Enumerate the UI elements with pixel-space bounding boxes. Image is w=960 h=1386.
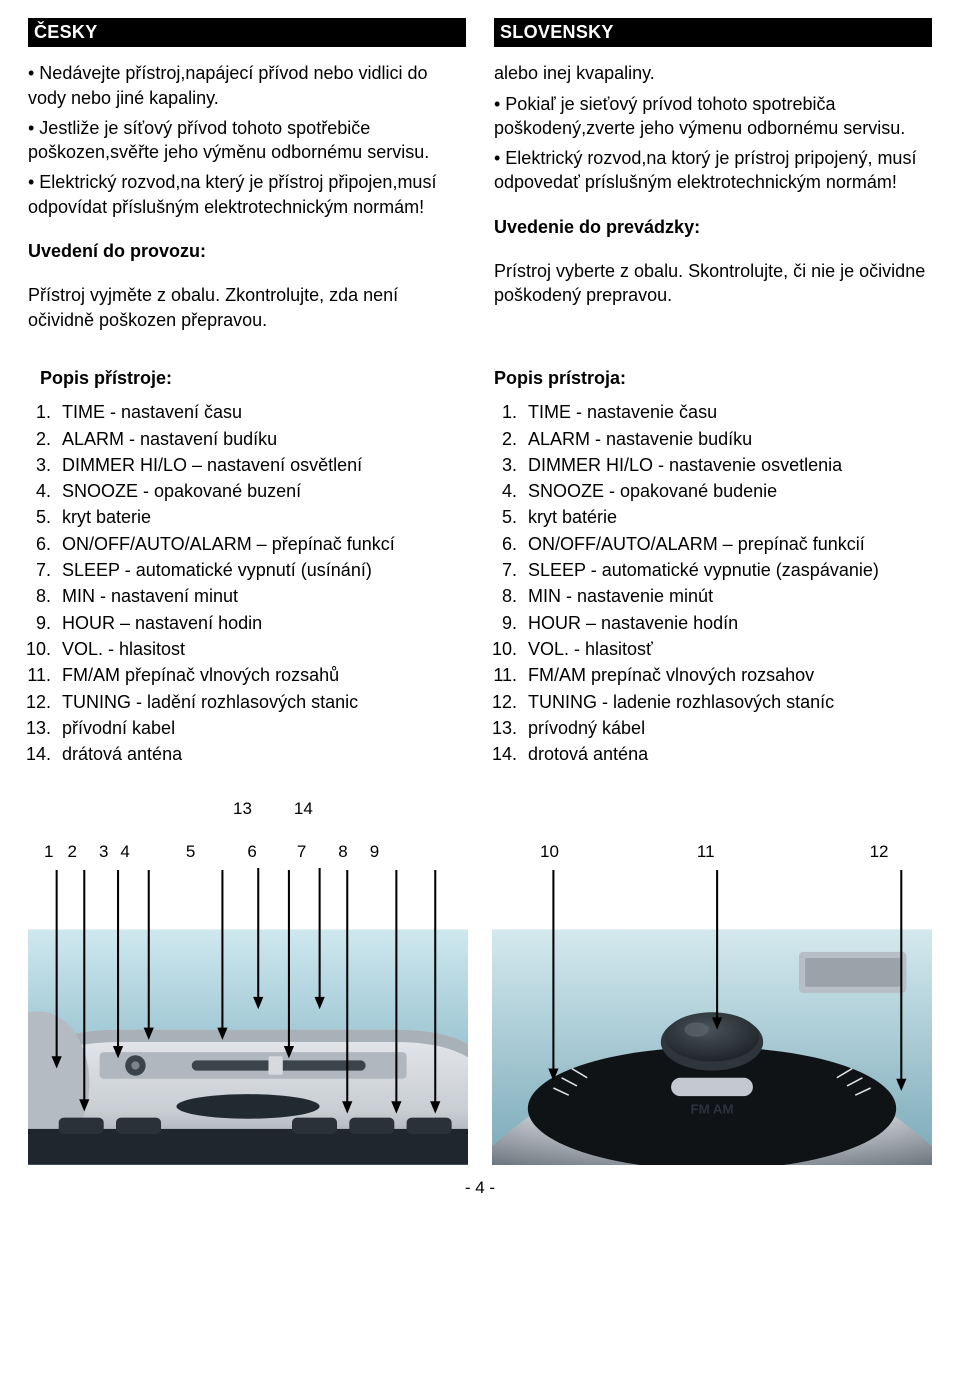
- left-bullet-3: • Elektrický rozvod,na který je přístroj…: [28, 170, 466, 219]
- lang-header-left: ČESKY: [28, 18, 466, 47]
- left-list-col: Popis přístroje: TIME - nastavení času A…: [28, 366, 466, 768]
- left-bullet-1: • Nedávejte přístroj,napájecí přívod neb…: [28, 61, 466, 110]
- left-diagram: [28, 868, 468, 1165]
- left-diagram-col: 13 14 1 2 3 4 5 6 7 8: [28, 798, 468, 1165]
- list-item: DIMMER HI/LO – nastavení osvětlení: [56, 453, 466, 477]
- diagram-num: 6: [247, 841, 256, 864]
- list-item: MIN - nastavenie minút: [522, 584, 932, 608]
- list-item: VOL. - hlasitosť: [522, 637, 932, 661]
- right-list-col: Popis prístroja: TIME - nastavenie času …: [494, 366, 932, 768]
- left-setup-text: Přístroj vyjměte z obalu. Zkontrolujte, …: [28, 283, 466, 332]
- diagram-num: 12: [870, 841, 889, 864]
- right-diagram-col: 10 11 12: [492, 841, 932, 1165]
- right-bullet-1: alebo inej kvapaliny.: [494, 61, 932, 85]
- right-bullet-2: • Pokiaľ je sieťový prívod tohoto spotre…: [494, 92, 932, 141]
- list-item: ON/OFF/AUTO/ALARM – prepínač funkcií: [522, 532, 932, 556]
- right-setup-text: Prístroj vyberte z obalu. Skontrolujte, …: [494, 259, 932, 308]
- list-item: prívodný kábel: [522, 716, 932, 740]
- list-item: TIME - nastavenie času: [522, 400, 932, 424]
- right-column: SLOVENSKY alebo inej kvapaliny. • Pokiaľ…: [494, 18, 932, 338]
- left-list: TIME - nastavení času ALARM - nastavení …: [34, 400, 466, 766]
- list-item: přívodní kabel: [56, 716, 466, 740]
- list-item: FM/AM přepínač vlnových rozsahů: [56, 663, 466, 687]
- list-item: TIME - nastavení času: [56, 400, 466, 424]
- list-item: kryt baterie: [56, 505, 466, 529]
- diagram-num: 5: [186, 841, 195, 864]
- left-list-title: Popis přístroje:: [40, 366, 466, 390]
- left-bullet-2: • Jestliže je síťový přívod tohoto spotř…: [28, 116, 466, 165]
- list-item: MIN - nastavení minut: [56, 584, 466, 608]
- list-item: drátová anténa: [56, 742, 466, 766]
- diagram-num: 9: [370, 841, 379, 864]
- diagram-num: 8: [338, 841, 347, 864]
- diagram-num: 3: [99, 841, 108, 864]
- right-bullet-3: • Elektrický rozvod,na ktorý je prístroj…: [494, 146, 932, 195]
- diagram-top-num: 14: [294, 798, 313, 821]
- diagram-num: 11: [697, 841, 715, 864]
- right-setup-title: Uvedenie do prevádzky:: [494, 215, 932, 239]
- lang-header-right: SLOVENSKY: [494, 18, 932, 47]
- diagram-num: 2: [67, 841, 76, 864]
- list-item: ALARM - nastavení budíku: [56, 427, 466, 451]
- list-item: ALARM - nastavenie budíku: [522, 427, 932, 451]
- list-item: SNOOZE - opakované buzení: [56, 479, 466, 503]
- list-item: HOUR – nastavenie hodín: [522, 611, 932, 635]
- diagram-num: 7: [297, 841, 306, 864]
- list-item: TUNING - ladenie rozhlasových staníc: [522, 690, 932, 714]
- list-item: SLEEP - automatické vypnutie (zaspávanie…: [522, 558, 932, 582]
- list-item: VOL. - hlasitost: [56, 637, 466, 661]
- list-item: TUNING - ladění rozhlasových stanic: [56, 690, 466, 714]
- page-footer: - 4 -: [28, 1177, 932, 1200]
- list-item: FM/AM prepínač vlnových rozsahov: [522, 663, 932, 687]
- list-item: ON/OFF/AUTO/ALARM – přepínač funkcí: [56, 532, 466, 556]
- list-item: SLEEP - automatické vypnutí (usínání): [56, 558, 466, 582]
- left-setup-title: Uvedení do provozu:: [28, 239, 466, 263]
- left-column: ČESKY • Nedávejte přístroj,napájecí přív…: [28, 18, 466, 338]
- list-item: SNOOZE - opakované budenie: [522, 479, 932, 503]
- list-item: DIMMER HI/LO - nastavenie osvetlenia: [522, 453, 932, 477]
- list-item: kryt batérie: [522, 505, 932, 529]
- list-item: drotová anténa: [522, 742, 932, 766]
- diagram-num: 4: [120, 841, 129, 864]
- right-list: TIME - nastavenie času ALARM - nastaveni…: [500, 400, 932, 766]
- right-diagram: FM AM: [492, 868, 932, 1165]
- right-list-title: Popis prístroja:: [494, 366, 932, 390]
- diagram-num: 1: [44, 841, 53, 864]
- diagram-num: 10: [540, 841, 559, 864]
- diagram-top-num: 13: [233, 798, 252, 821]
- fm-am-label: FM AM: [690, 1102, 733, 1117]
- list-item: HOUR – nastavení hodin: [56, 611, 466, 635]
